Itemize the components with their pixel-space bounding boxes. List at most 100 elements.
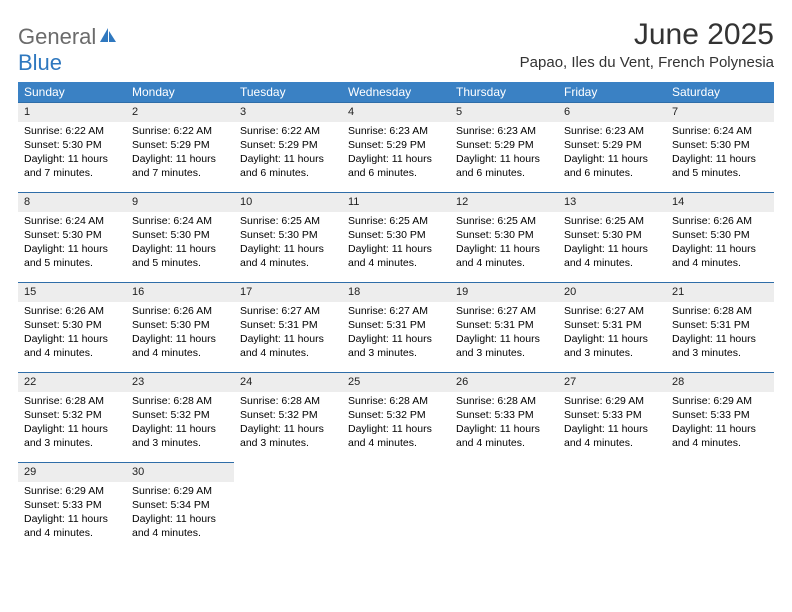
calendar-cell: 13Sunrise: 6:25 AMSunset: 5:30 PMDayligh… xyxy=(558,192,666,282)
sunset-line: Sunset: 5:30 PM xyxy=(672,228,768,242)
calendar-cell: 17Sunrise: 6:27 AMSunset: 5:31 PMDayligh… xyxy=(234,282,342,372)
day-number: 22 xyxy=(18,372,126,392)
day-details: Sunrise: 6:28 AMSunset: 5:33 PMDaylight:… xyxy=(450,392,558,457)
calendar-cell: 18Sunrise: 6:27 AMSunset: 5:31 PMDayligh… xyxy=(342,282,450,372)
sunset-line: Sunset: 5:31 PM xyxy=(456,318,552,332)
daylight-line: Daylight: 11 hours and 4 minutes. xyxy=(456,422,552,450)
day-details: Sunrise: 6:28 AMSunset: 5:32 PMDaylight:… xyxy=(234,392,342,457)
day-details: Sunrise: 6:27 AMSunset: 5:31 PMDaylight:… xyxy=(558,302,666,367)
day-details: Sunrise: 6:29 AMSunset: 5:33 PMDaylight:… xyxy=(18,482,126,547)
sunset-line: Sunset: 5:32 PM xyxy=(24,408,120,422)
day-number: 14 xyxy=(666,192,774,212)
day-number: 16 xyxy=(126,282,234,302)
sunset-line: Sunset: 5:30 PM xyxy=(132,318,228,332)
sunset-line: Sunset: 5:29 PM xyxy=(132,138,228,152)
day-number: 29 xyxy=(18,462,126,482)
day-number: 20 xyxy=(558,282,666,302)
sunset-line: Sunset: 5:31 PM xyxy=(672,318,768,332)
calendar-cell: 22Sunrise: 6:28 AMSunset: 5:32 PMDayligh… xyxy=(18,372,126,462)
day-number: 26 xyxy=(450,372,558,392)
sunrise-line: Sunrise: 6:25 AM xyxy=(456,214,552,228)
day-details: Sunrise: 6:26 AMSunset: 5:30 PMDaylight:… xyxy=(18,302,126,367)
daylight-line: Daylight: 11 hours and 5 minutes. xyxy=(672,152,768,180)
sunrise-line: Sunrise: 6:29 AM xyxy=(564,394,660,408)
calendar-cell: 30Sunrise: 6:29 AMSunset: 5:34 PMDayligh… xyxy=(126,462,234,552)
calendar-cell: 26Sunrise: 6:28 AMSunset: 5:33 PMDayligh… xyxy=(450,372,558,462)
day-number: 17 xyxy=(234,282,342,302)
day-number: 11 xyxy=(342,192,450,212)
calendar-cell: 8 Sunrise: 6:24 AMSunset: 5:30 PMDaylight… xyxy=(18,192,126,282)
day-number: 24 xyxy=(234,372,342,392)
calendar-body: 1Sunrise: 6:22 AMSunset: 5:30 PMDaylight… xyxy=(18,102,774,552)
day-number: 2 xyxy=(126,102,234,122)
day-details: Sunrise: 6:22 AMSunset: 5:30 PMDaylight:… xyxy=(18,122,126,187)
calendar-cell xyxy=(450,462,558,552)
daylight-line: Daylight: 11 hours and 3 minutes. xyxy=(348,332,444,360)
sunset-line: Sunset: 5:30 PM xyxy=(24,228,120,242)
daylight-line: Daylight: 11 hours and 6 minutes. xyxy=(564,152,660,180)
daylight-line: Daylight: 11 hours and 4 minutes. xyxy=(564,422,660,450)
day-details: Sunrise: 6:29 AMSunset: 5:33 PMDaylight:… xyxy=(666,392,774,457)
sunrise-line: Sunrise: 6:22 AM xyxy=(240,124,336,138)
daylight-line: Daylight: 11 hours and 4 minutes. xyxy=(672,422,768,450)
day-details: Sunrise: 6:22 AMSunset: 5:29 PMDaylight:… xyxy=(234,122,342,187)
sunset-line: Sunset: 5:31 PM xyxy=(564,318,660,332)
daylight-line: Daylight: 11 hours and 5 minutes. xyxy=(24,242,120,270)
sunrise-line: Sunrise: 6:22 AM xyxy=(132,124,228,138)
brand-logo: General Blue xyxy=(18,24,118,76)
sunrise-line: Sunrise: 6:28 AM xyxy=(132,394,228,408)
sunset-line: Sunset: 5:32 PM xyxy=(348,408,444,422)
sunrise-line: Sunrise: 6:27 AM xyxy=(240,304,336,318)
calendar-cell: 20Sunrise: 6:27 AMSunset: 5:31 PMDayligh… xyxy=(558,282,666,372)
day-number: 6 xyxy=(558,102,666,122)
day-number: 28 xyxy=(666,372,774,392)
sunrise-line: Sunrise: 6:23 AM xyxy=(348,124,444,138)
daylight-line: Daylight: 11 hours and 4 minutes. xyxy=(240,242,336,270)
brand-part2: Blue xyxy=(18,50,62,75)
calendar-cell: 9Sunrise: 6:24 AMSunset: 5:30 PMDaylight… xyxy=(126,192,234,282)
sunset-line: Sunset: 5:29 PM xyxy=(348,138,444,152)
sunrise-line: Sunrise: 6:27 AM xyxy=(564,304,660,318)
day-details: Sunrise: 6:23 AMSunset: 5:29 PMDaylight:… xyxy=(558,122,666,187)
calendar-cell: 7Sunrise: 6:24 AMSunset: 5:30 PMDaylight… xyxy=(666,102,774,192)
sunrise-line: Sunrise: 6:28 AM xyxy=(672,304,768,318)
day-number: 18 xyxy=(342,282,450,302)
calendar-cell: 19Sunrise: 6:27 AMSunset: 5:31 PMDayligh… xyxy=(450,282,558,372)
calendar-cell: 21Sunrise: 6:28 AMSunset: 5:31 PMDayligh… xyxy=(666,282,774,372)
daylight-line: Daylight: 11 hours and 7 minutes. xyxy=(24,152,120,180)
sunset-line: Sunset: 5:33 PM xyxy=(672,408,768,422)
day-number: 8 xyxy=(18,192,126,212)
weekday-header: Tuesday xyxy=(234,82,342,102)
day-details: Sunrise: 6:23 AMSunset: 5:29 PMDaylight:… xyxy=(342,122,450,187)
daylight-line: Daylight: 11 hours and 3 minutes. xyxy=(24,422,120,450)
sunset-line: Sunset: 5:30 PM xyxy=(672,138,768,152)
daylight-line: Daylight: 11 hours and 4 minutes. xyxy=(672,242,768,270)
calendar-page: General Blue June 2025 Papao, Iles du Ve… xyxy=(0,0,792,552)
weekday-header: Wednesday xyxy=(342,82,450,102)
day-number: 27 xyxy=(558,372,666,392)
day-details: Sunrise: 6:29 AMSunset: 5:33 PMDaylight:… xyxy=(558,392,666,457)
weekday-header: Saturday xyxy=(666,82,774,102)
month-title: June 2025 xyxy=(520,18,774,52)
calendar-cell xyxy=(234,462,342,552)
day-number: 9 xyxy=(126,192,234,212)
sunrise-line: Sunrise: 6:29 AM xyxy=(672,394,768,408)
day-details: Sunrise: 6:29 AMSunset: 5:34 PMDaylight:… xyxy=(126,482,234,547)
sunrise-line: Sunrise: 6:28 AM xyxy=(456,394,552,408)
day-details: Sunrise: 6:24 AMSunset: 5:30 PMDaylight:… xyxy=(126,212,234,277)
sunrise-line: Sunrise: 6:24 AM xyxy=(24,214,120,228)
daylight-line: Daylight: 11 hours and 4 minutes. xyxy=(348,242,444,270)
location-label: Papao, Iles du Vent, French Polynesia xyxy=(520,54,774,71)
calendar-cell xyxy=(558,462,666,552)
sunrise-line: Sunrise: 6:27 AM xyxy=(456,304,552,318)
calendar-cell: 29Sunrise: 6:29 AMSunset: 5:33 PMDayligh… xyxy=(18,462,126,552)
sunrise-line: Sunrise: 6:26 AM xyxy=(132,304,228,318)
day-number: 4 xyxy=(342,102,450,122)
day-number: 1 xyxy=(18,102,126,122)
calendar-cell: 28Sunrise: 6:29 AMSunset: 5:33 PMDayligh… xyxy=(666,372,774,462)
daylight-line: Daylight: 11 hours and 3 minutes. xyxy=(564,332,660,360)
day-number: 30 xyxy=(126,462,234,482)
day-number: 21 xyxy=(666,282,774,302)
daylight-line: Daylight: 11 hours and 6 minutes. xyxy=(456,152,552,180)
calendar-cell: 1Sunrise: 6:22 AMSunset: 5:30 PMDaylight… xyxy=(18,102,126,192)
